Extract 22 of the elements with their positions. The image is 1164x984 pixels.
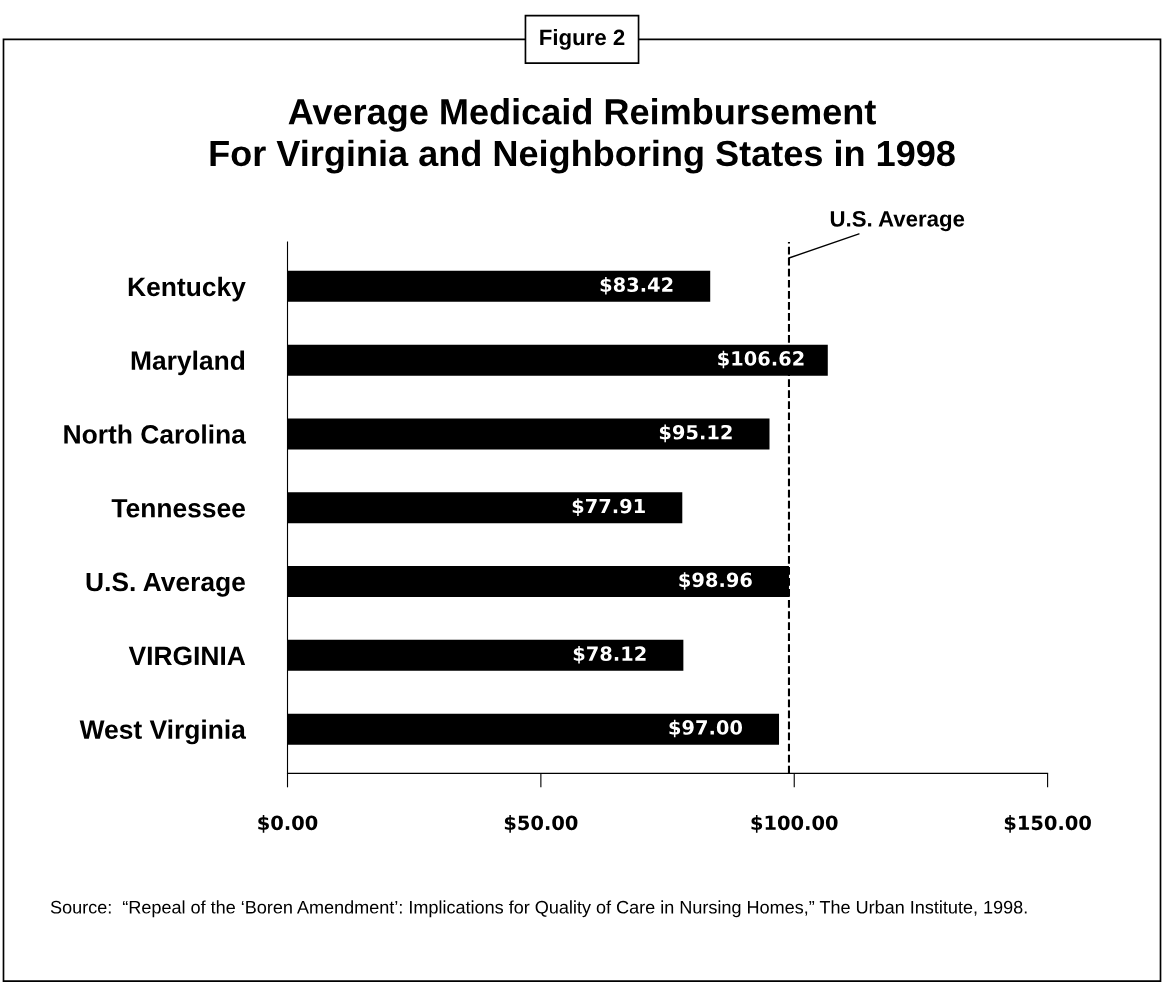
y-tick-label: Tennessee [111, 499, 245, 518]
data-label: $78.12 [573, 645, 646, 664]
data-label: $106.62 [718, 350, 804, 369]
x-tick-label: $150.00 [1004, 815, 1091, 833]
data-label: $98.96 [679, 572, 752, 590]
y-tick-label: VIRGINIA [128, 646, 246, 666]
y-tick-label: Maryland [131, 350, 245, 376]
data-label: $97.00 [669, 719, 743, 738]
data-label: $77.91 [572, 498, 645, 516]
ref-line-label: U.S. Average [830, 210, 965, 232]
caption: Figure 2 [540, 28, 625, 50]
y-tick-label: Kentucky [128, 276, 246, 302]
data-label: $95.12 [659, 424, 732, 443]
y-tick-label: U.S. Average [86, 572, 245, 597]
y-tick-label: North Carolina [64, 424, 247, 444]
y-tick-label: West Virginia [79, 719, 247, 745]
data-label: $83.42 [600, 276, 673, 295]
x-tick-label: $50.00 [504, 815, 578, 833]
source-note: Source: “Repeal of the ‘Boren Amendment’: Implications for Quality of Care in Nursing Homes,” The Urban Institute, 1998. [50, 900, 1027, 918]
x-tick-label: $100.00 [751, 815, 838, 833]
chart-title: Average Medicaid Reimbursement For Virginia and Neighboring States in 1998 [210, 98, 955, 174]
x-tick-label: $0.00 [258, 815, 318, 833]
